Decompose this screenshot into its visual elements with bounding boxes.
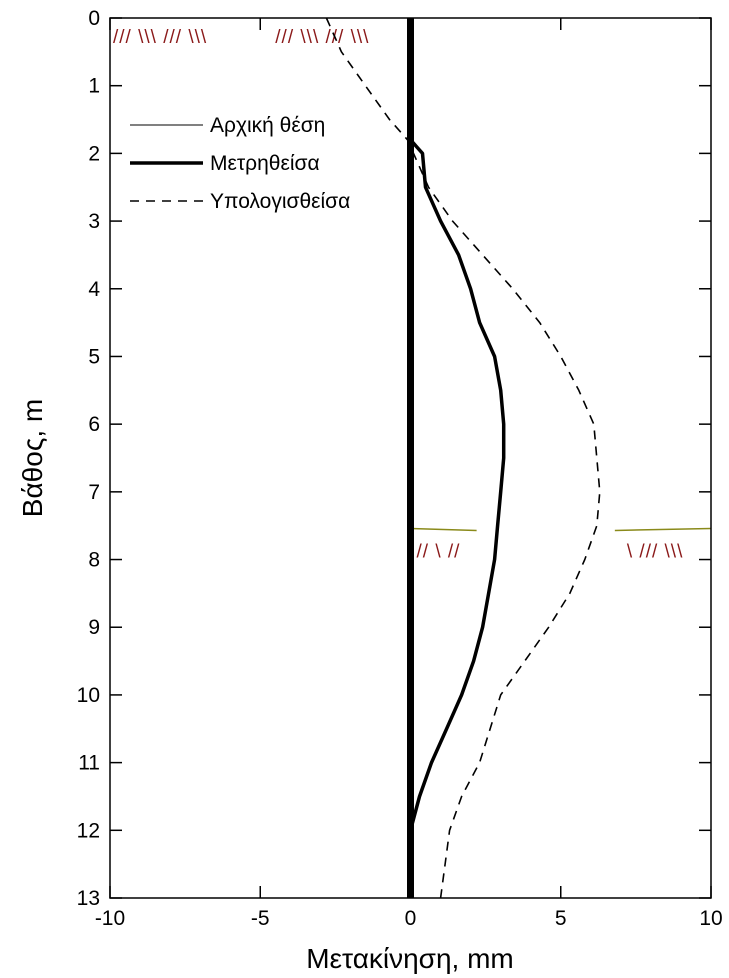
y-tick-label: 5	[88, 345, 100, 368]
y-tick-label: 13	[77, 887, 100, 910]
y-tick-label: 6	[88, 413, 100, 436]
ground-hatch-layer: /// \\\ /// \\\ /// \\\ /// \\\ // \ // \ /…	[113, 27, 712, 562]
y-tick-label: 7	[88, 481, 100, 504]
legend-label: Μετρηθείσα	[210, 152, 320, 175]
x-tick-label: 10	[699, 907, 722, 930]
legend-label: Αρχική θέση	[210, 114, 325, 137]
series-layer	[325, 17, 601, 899]
series-line-thick	[408, 18, 506, 898]
series-line-dashed	[325, 17, 601, 899]
y-tick-label: 11	[78, 752, 100, 775]
x-axis-title: Μετακίνηση, mm	[306, 943, 514, 974]
legend-label: Υπολογισθείσα	[210, 190, 350, 213]
y-tick-label: 9	[88, 616, 100, 639]
y-tick-label: 0	[88, 7, 100, 30]
x-tick-label: -5	[251, 907, 270, 930]
x-tick-label: 0	[405, 907, 417, 930]
y-tick-label: 12	[77, 819, 100, 842]
legend: Αρχική θέση Μετρηθείσα Υπολογισθείσα	[130, 114, 350, 213]
excavation-ground-line-left	[410, 527, 477, 532]
y-tick-label: 8	[88, 549, 100, 572]
excavation-hatch-right: \ /// \\\	[627, 541, 684, 562]
excavation-hatch-left: // \ //	[417, 541, 461, 562]
x-tick-label: -10	[95, 907, 125, 930]
y-tick-label: 3	[88, 210, 100, 233]
surface-hatch-left: /// \\\ /// \\\	[113, 27, 207, 48]
excavation-ground-line-right	[614, 527, 712, 532]
y-tick-label: 10	[77, 684, 100, 707]
y-tick-label: 2	[88, 142, 100, 165]
y-tick-label: 4	[88, 278, 100, 301]
surface-hatch-right: /// \\\ /// \\\	[275, 27, 369, 48]
x-tick-label: 5	[555, 907, 567, 930]
y-tick-label: 1	[88, 75, 100, 98]
y-axis-title: Βάθος, m	[17, 399, 48, 517]
